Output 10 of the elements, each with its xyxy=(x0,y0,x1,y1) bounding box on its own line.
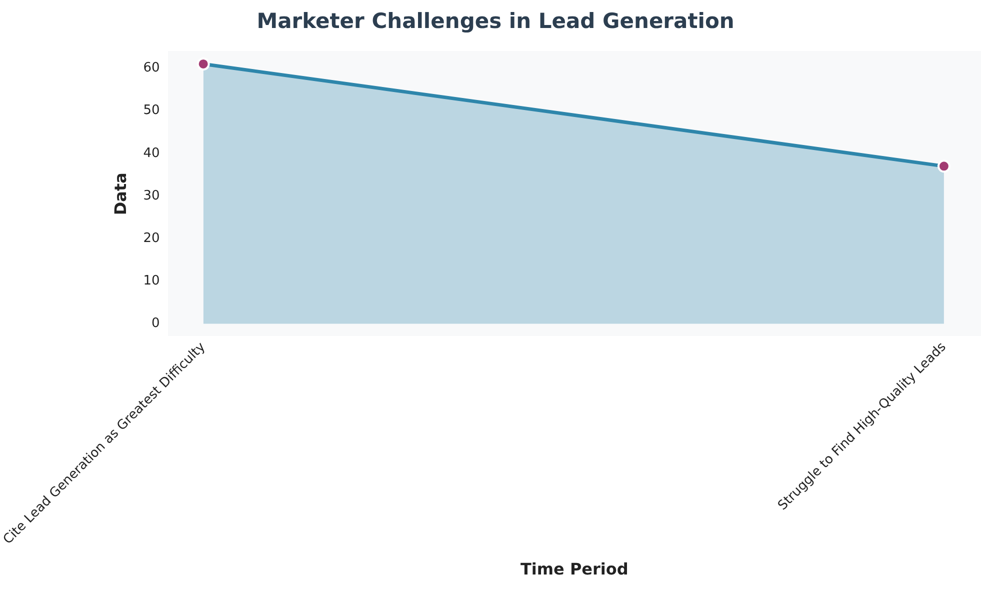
y-tick-label: 60 xyxy=(143,60,160,76)
y-tick-label: 20 xyxy=(143,230,160,246)
y-tick-label: 50 xyxy=(143,103,160,118)
y-tick-label: 10 xyxy=(143,274,160,289)
y-axis-title: Data xyxy=(110,172,130,216)
chart-title: Marketer Challenges in Lead Generation xyxy=(256,9,734,34)
y-tick-label: 0 xyxy=(151,316,160,332)
x-axis-title: Time Period xyxy=(520,560,628,579)
y-tick-label: 30 xyxy=(143,188,160,204)
y-tick-label: 40 xyxy=(143,146,160,161)
